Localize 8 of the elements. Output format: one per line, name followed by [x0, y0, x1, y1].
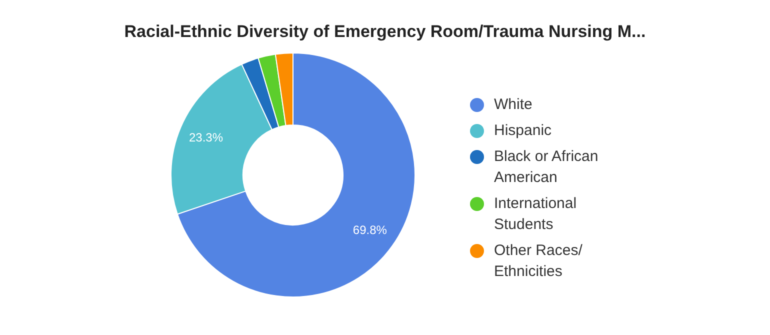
- legend-label: Hispanic: [494, 121, 553, 141]
- legend-label: Other Races/ Ethnicities: [494, 241, 584, 282]
- chart-title: Racial-Ethnic Diversity of Emergency Room/Trauma Nursing M...: [123, 22, 647, 42]
- legend-label: Black or African American: [494, 147, 600, 188]
- data-label: 69.8%: [352, 223, 388, 238]
- legend-label: White: [494, 95, 534, 115]
- legend-label: International Students: [494, 194, 578, 235]
- data-label: 23.3%: [189, 130, 224, 145]
